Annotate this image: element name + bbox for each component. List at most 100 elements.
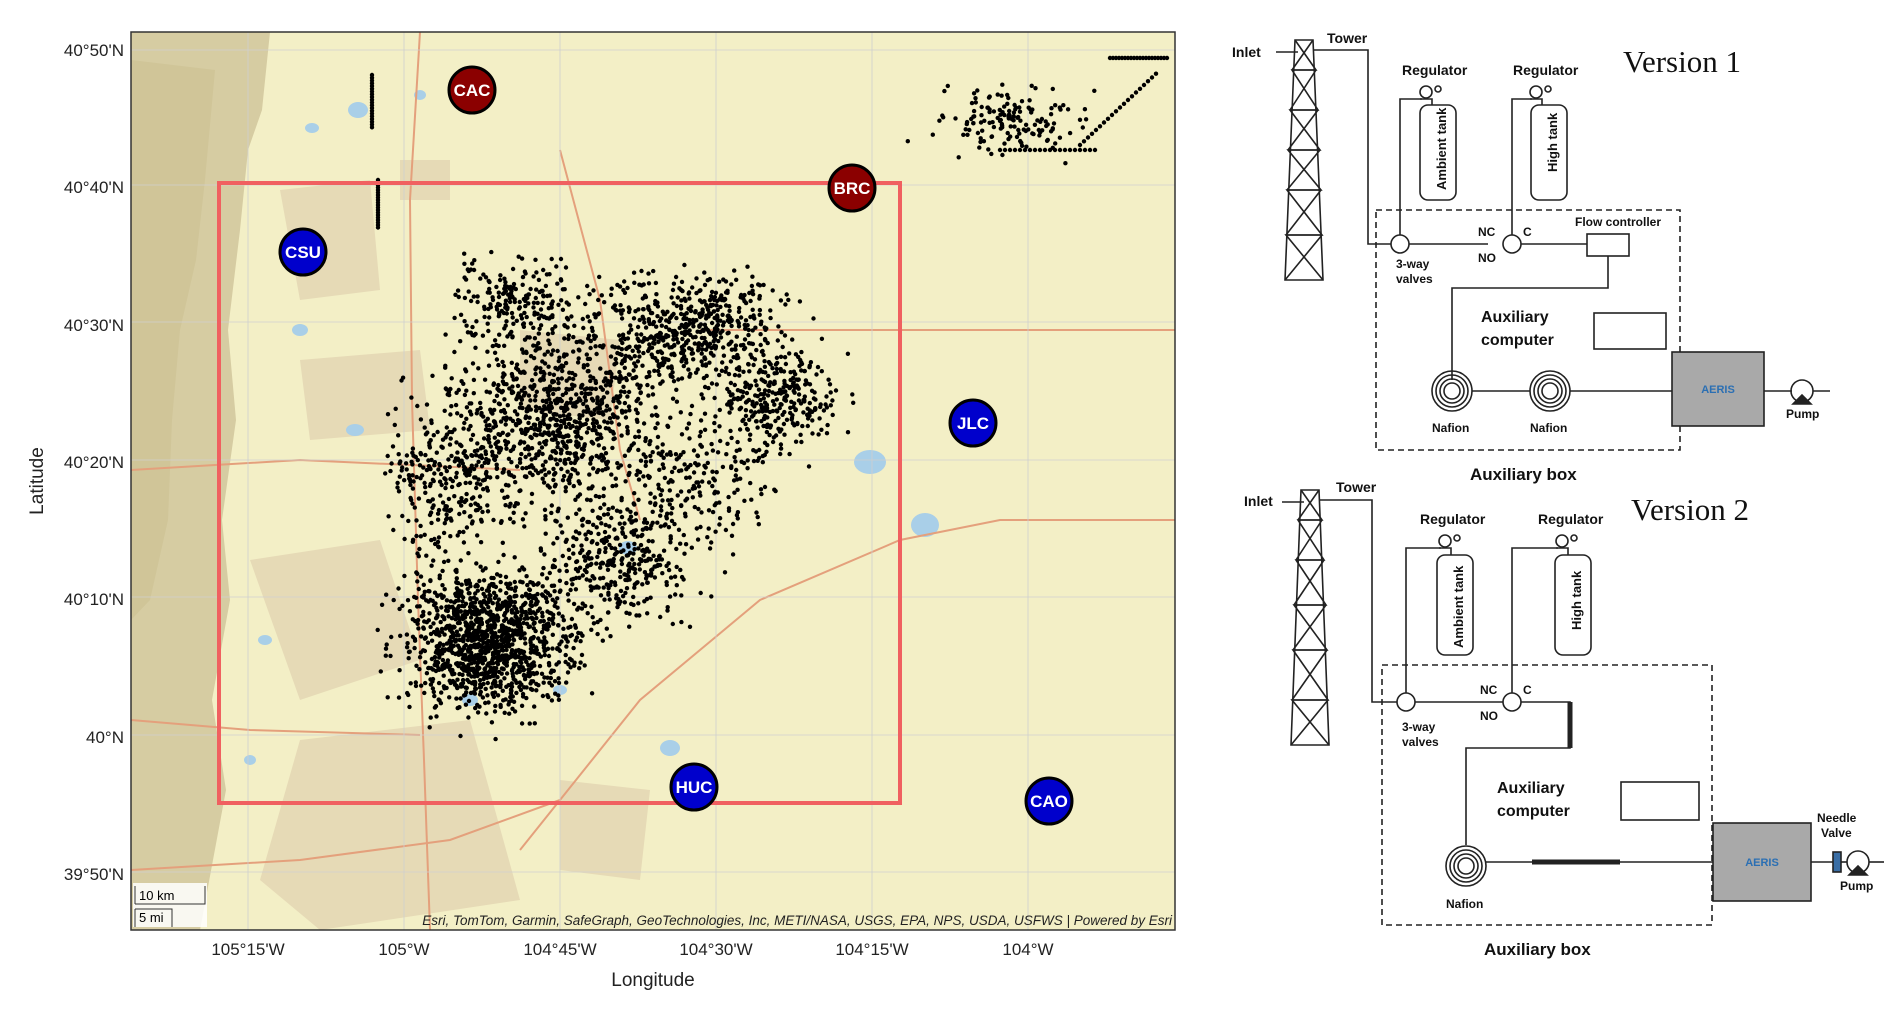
well-point xyxy=(671,301,676,306)
well-point xyxy=(442,662,448,667)
well-point xyxy=(413,618,418,624)
well-point xyxy=(443,365,448,370)
well-point xyxy=(810,431,815,436)
well-point xyxy=(521,667,527,672)
well-point xyxy=(496,294,502,300)
well-point xyxy=(464,455,470,460)
well-point xyxy=(434,614,440,620)
well-point xyxy=(600,638,605,643)
well-point xyxy=(733,473,738,478)
well-point xyxy=(435,429,440,435)
well-point xyxy=(505,307,510,312)
well-point xyxy=(710,469,715,474)
well-point xyxy=(665,498,671,503)
well-point xyxy=(467,604,473,610)
well-point xyxy=(559,466,564,472)
well-point xyxy=(548,675,553,681)
well-point xyxy=(449,376,454,381)
well-point xyxy=(505,403,510,408)
well-point xyxy=(466,427,471,432)
well-point xyxy=(535,582,540,587)
well-point xyxy=(494,462,499,467)
well-point xyxy=(942,88,947,94)
well-point xyxy=(987,107,992,112)
well-point xyxy=(504,446,509,451)
well-point xyxy=(503,298,509,303)
well-point xyxy=(453,651,458,657)
well-point xyxy=(436,680,442,686)
well-point xyxy=(500,374,505,380)
well-point xyxy=(461,426,466,431)
well-point xyxy=(470,453,475,458)
well-point xyxy=(734,334,739,339)
well-point xyxy=(532,721,537,726)
well-point xyxy=(519,256,525,261)
well-point xyxy=(750,292,756,297)
well-point xyxy=(477,600,483,605)
well-point xyxy=(699,359,704,364)
well-point xyxy=(468,423,473,429)
well-point xyxy=(475,588,480,593)
well-point xyxy=(456,294,461,300)
well-point xyxy=(715,307,720,313)
well-point xyxy=(693,309,698,314)
well-point xyxy=(631,316,637,321)
well-point xyxy=(689,403,695,409)
well-point xyxy=(830,412,835,418)
well-point xyxy=(447,663,453,668)
well-point xyxy=(709,594,714,599)
well-point xyxy=(700,310,705,315)
well-point xyxy=(644,520,650,525)
well-point xyxy=(563,406,569,411)
well-point xyxy=(510,384,515,389)
well-point xyxy=(622,600,627,605)
well-point xyxy=(537,663,543,669)
well-point xyxy=(477,704,482,709)
well-point xyxy=(543,472,548,478)
well-point xyxy=(483,471,489,476)
well-point xyxy=(580,573,585,578)
well-point xyxy=(429,520,434,526)
well-point xyxy=(720,360,725,365)
well-point xyxy=(675,295,680,300)
well-point xyxy=(1153,71,1159,76)
well-point xyxy=(717,279,722,284)
well-point xyxy=(973,96,978,101)
well-point xyxy=(431,602,437,608)
well-point xyxy=(729,282,734,287)
well-point xyxy=(620,530,625,535)
well-point xyxy=(683,357,689,362)
well-point xyxy=(512,409,518,414)
well-point xyxy=(454,576,459,581)
well-point xyxy=(697,490,702,495)
well-point xyxy=(718,330,723,336)
well-point xyxy=(537,441,542,446)
well-point xyxy=(426,588,431,594)
well-point xyxy=(526,404,531,409)
well-point xyxy=(471,637,476,642)
well-point xyxy=(423,680,428,686)
svg-text:CAC: CAC xyxy=(454,81,491,100)
well-point xyxy=(607,416,613,421)
well-point xyxy=(512,593,518,599)
well-point xyxy=(590,615,595,620)
well-point xyxy=(781,369,787,374)
well-point xyxy=(766,359,772,365)
regulator-icon xyxy=(1529,85,1552,105)
well-point xyxy=(452,600,457,605)
well-point xyxy=(606,590,611,595)
well-point xyxy=(566,336,571,342)
well-point xyxy=(671,311,676,317)
well-point xyxy=(714,470,719,475)
well-point xyxy=(468,330,473,335)
well-point xyxy=(1031,131,1036,137)
well-point xyxy=(682,324,687,330)
y-tick: 40°30'N xyxy=(64,316,124,335)
well-point xyxy=(477,578,482,584)
well-point xyxy=(504,311,509,316)
well-point xyxy=(506,456,512,461)
well-point xyxy=(603,546,608,551)
well-point xyxy=(563,390,569,396)
well-point xyxy=(815,364,821,370)
well-point xyxy=(475,533,480,538)
